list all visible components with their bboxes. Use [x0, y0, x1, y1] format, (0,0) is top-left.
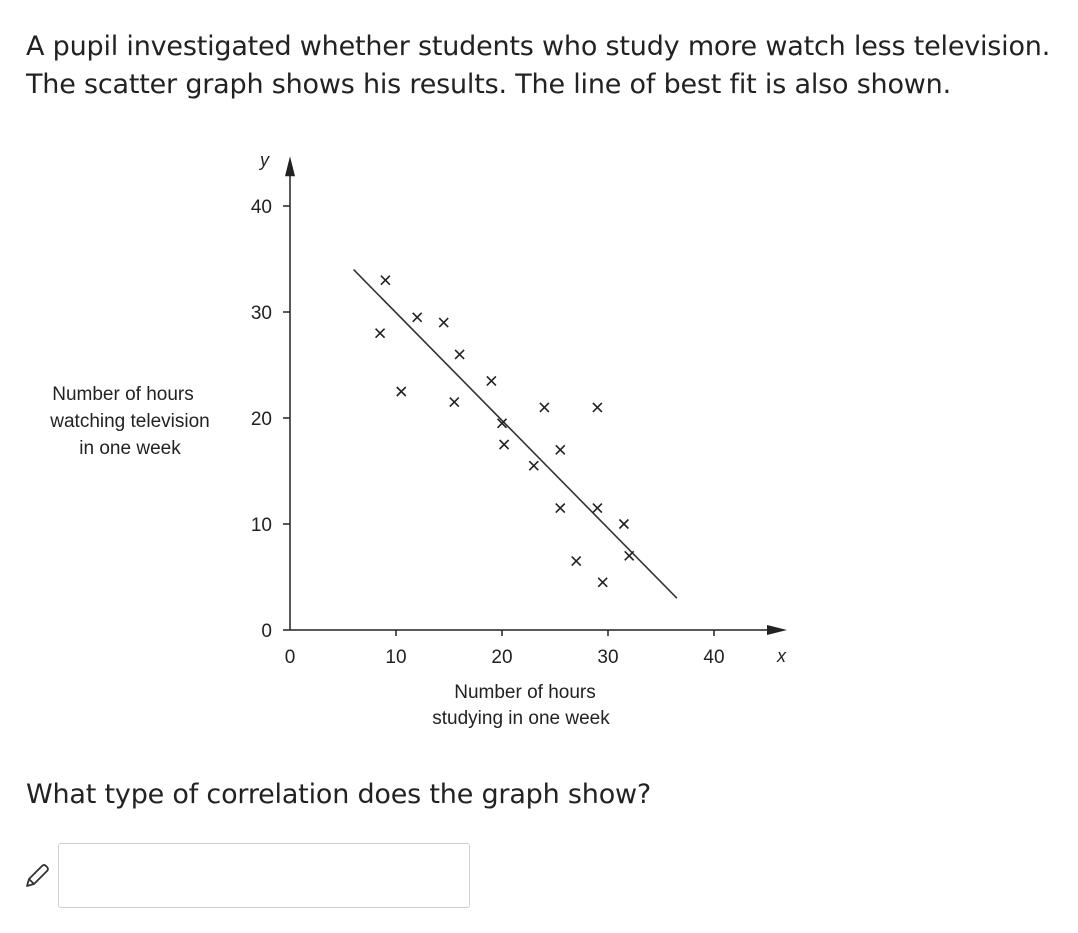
y-tick-label: 10	[251, 515, 272, 536]
x-tick: 30	[597, 630, 619, 668]
x-tick-label: 10	[385, 647, 406, 668]
y-tick-label: 40	[251, 197, 272, 218]
data-point	[555, 444, 566, 455]
y-axis-title-line-1: Number of hours	[52, 384, 194, 405]
x-axis-title: Number of hours studying in one week	[432, 682, 610, 729]
y-axis-ticks: 0 10 20 30 40	[251, 197, 290, 642]
data-point	[539, 402, 550, 413]
answer-input[interactable]	[58, 843, 470, 908]
y-tick: 0	[261, 621, 290, 642]
y-tick: 20	[251, 409, 290, 430]
y-tick-label: 30	[251, 303, 272, 324]
data-point	[597, 577, 608, 588]
y-axis-title-line-3: in one week	[79, 438, 181, 459]
x-tick: 0	[285, 647, 296, 668]
data-point	[396, 386, 407, 397]
axes: x y	[258, 150, 787, 666]
y-axis-title: Number of hours watching television in o…	[49, 384, 209, 459]
data-point	[412, 312, 423, 323]
x-axis-title-line-1: Number of hours	[454, 682, 596, 703]
data-point	[618, 518, 629, 530]
intro-line-1: A pupil investigated whether students wh…	[26, 31, 1051, 62]
x-tick: 20	[491, 630, 513, 668]
x-axis-ticks: 0 10 20 30 40	[285, 630, 725, 668]
x-axis-arrowhead	[767, 625, 787, 635]
data-point	[375, 328, 386, 339]
data-point	[555, 503, 566, 514]
x-tick-label: 0	[285, 647, 296, 668]
question-prompt: What type of correlation does the graph …	[26, 779, 652, 810]
data-point	[486, 375, 497, 386]
data-point	[438, 317, 449, 328]
data-point	[496, 418, 508, 429]
y-axis-title-line-2: watching television	[49, 411, 209, 432]
answer-row	[22, 843, 470, 908]
pencil-icon	[26, 863, 49, 887]
intro-line-2: The scatter graph shows his results. The…	[26, 69, 951, 100]
line-of-best-fit	[353, 269, 678, 599]
y-tick: 40	[251, 197, 290, 218]
data-point	[449, 397, 460, 408]
x-tick: 10	[385, 630, 407, 668]
y-tick-label: 0	[261, 621, 272, 642]
scatter-graph: x y 0 10 20 30 40 0 10 20 30 40 Number of hours …	[49, 150, 787, 729]
y-tick: 10	[251, 515, 290, 536]
data-point	[624, 550, 635, 561]
data-point	[592, 402, 603, 413]
y-axis-variable: y	[258, 150, 270, 170]
y-tick: 30	[251, 303, 290, 324]
data-points	[375, 275, 635, 588]
x-tick-label: 20	[491, 647, 512, 668]
data-point	[592, 503, 603, 514]
data-point	[571, 556, 582, 567]
x-tick-label: 30	[597, 647, 618, 668]
y-tick-label: 20	[251, 409, 272, 430]
x-axis-variable: x	[776, 646, 787, 666]
data-point	[528, 460, 539, 471]
data-point	[380, 275, 391, 286]
data-point	[454, 349, 465, 360]
y-axis-arrowhead	[285, 156, 295, 177]
x-tick: 40	[703, 630, 725, 668]
x-axis-title-line-2: studying in one week	[432, 708, 610, 729]
question-intro: A pupil investigated whether students wh…	[26, 28, 1071, 104]
data-point	[499, 439, 510, 450]
x-tick-label: 40	[703, 647, 724, 668]
